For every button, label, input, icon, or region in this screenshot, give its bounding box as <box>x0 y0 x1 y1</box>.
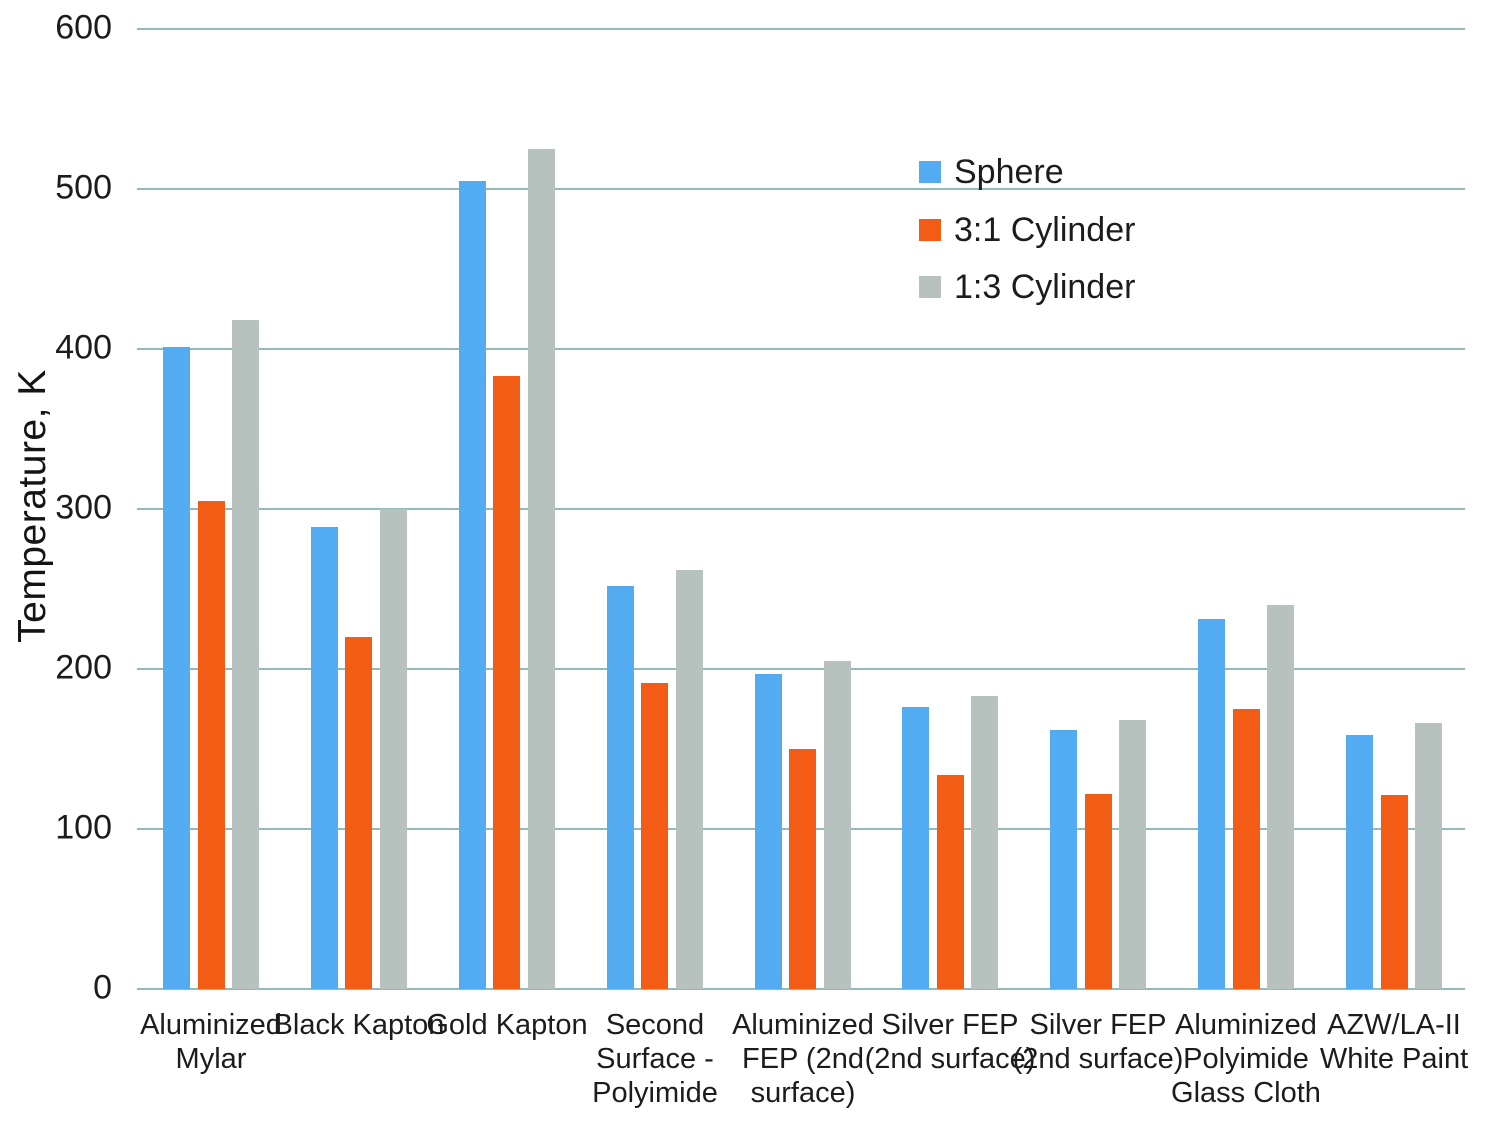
bar-sphere <box>1050 730 1077 989</box>
category-label-black-kapton: Black Kapton <box>264 1008 454 1042</box>
category-label-line: Second <box>605 1009 705 1041</box>
category-label-line: Glass Cloth <box>1171 1077 1321 1109</box>
bar-1-3-cylinder <box>528 149 555 989</box>
bar-1-3-cylinder <box>676 570 703 989</box>
bar-1-3-cylinder <box>971 696 998 989</box>
legend-item-sphere: Sphere <box>919 152 1064 192</box>
category-label-line: White Paint <box>1319 1043 1469 1075</box>
category-label-second-surface-polyimide: Second Surface - Polyimide <box>560 1008 750 1110</box>
category-label-line: Polyimide <box>592 1077 718 1109</box>
bar-1-3-cylinder <box>1267 605 1294 989</box>
gridline-500 <box>137 188 1465 190</box>
bar-1-3-cylinder <box>380 509 407 989</box>
bar-sphere <box>755 674 782 989</box>
y-tick-label: 400 <box>55 328 112 367</box>
bar-3-1-cylinder <box>1085 794 1112 989</box>
y-tick-label: 200 <box>55 648 112 687</box>
y-tick-label: 300 <box>55 488 112 527</box>
legend-swatch-icon <box>919 161 941 183</box>
category-label-gold-kapton: Gold Kapton <box>412 1008 602 1042</box>
bar-1-3-cylinder <box>232 320 259 989</box>
legend-swatch-icon <box>919 219 941 241</box>
bar-1-3-cylinder <box>1119 720 1146 989</box>
gridline-300 <box>137 508 1465 510</box>
category-label-line: AZW/LA-II <box>1327 1009 1461 1041</box>
bar-sphere <box>902 707 929 989</box>
legend-item-3-1-cylinder: 3:1 Cylinder <box>919 210 1135 250</box>
category-label-aluminized-mylar: Aluminized Mylar <box>116 1008 306 1076</box>
category-label-line: (2nd surface) <box>864 1043 1036 1075</box>
gridline-200 <box>137 668 1465 670</box>
bar-sphere <box>1346 735 1373 989</box>
category-label-aluminized-polyimide-glass-cloth: Aluminized Polyimide Glass Cloth <box>1151 1008 1341 1110</box>
gridline-0 <box>137 988 1465 990</box>
category-label-line: Aluminized <box>1175 1009 1317 1041</box>
category-label-aluminized-fep-2nd-surface: Aluminized FEP (2nd surface) <box>708 1008 898 1110</box>
y-tick-label: 0 <box>93 968 112 1007</box>
category-label-line: Polyimide <box>1183 1043 1309 1075</box>
category-label-line: surface) <box>750 1077 856 1109</box>
bar-1-3-cylinder <box>1415 723 1442 989</box>
bar-3-1-cylinder <box>345 637 372 989</box>
category-label-silver-fep-2nd-surface: Silver FEP (2nd surface) <box>1003 1008 1193 1076</box>
category-label-line: Silver FEP <box>1029 1009 1167 1041</box>
bar-1-3-cylinder <box>824 661 851 989</box>
gridline-600 <box>137 28 1465 30</box>
legend-item-1-3-cylinder: 1:3 Cylinder <box>919 267 1135 307</box>
category-label-line: (2nd surface) <box>1012 1043 1184 1075</box>
bar-sphere <box>607 586 634 989</box>
bar-3-1-cylinder <box>493 376 520 989</box>
category-label-azw-la-ii-white-paint: AZW/LA-II White Paint <box>1299 1008 1489 1076</box>
y-tick-label: 600 <box>55 8 112 47</box>
category-label-line: Gold Kapton <box>426 1009 588 1041</box>
legend-label: 3:1 Cylinder <box>954 210 1136 249</box>
category-label-line: Aluminized <box>140 1009 282 1041</box>
category-label-line: FEP (2nd <box>742 1043 864 1075</box>
bar-sphere <box>311 527 338 989</box>
bar-3-1-cylinder <box>198 501 225 989</box>
category-label-line: Black Kapton <box>273 1009 445 1041</box>
bar-3-1-cylinder <box>641 683 668 989</box>
legend-label: Sphere <box>954 152 1064 191</box>
category-label-line: Aluminized <box>732 1009 874 1041</box>
gridline-400 <box>137 348 1465 350</box>
bar-3-1-cylinder <box>789 749 816 989</box>
category-label-line: Surface - <box>596 1043 714 1075</box>
bar-3-1-cylinder <box>1233 709 1260 989</box>
bar-sphere <box>163 347 190 989</box>
category-label-line: Mylar <box>175 1043 247 1075</box>
category-label-line: Silver FEP <box>881 1009 1019 1041</box>
bar-sphere <box>459 181 486 989</box>
bar-sphere <box>1198 619 1225 989</box>
y-tick-label: 500 <box>55 168 112 207</box>
bar-3-1-cylinder <box>937 775 964 989</box>
bar-3-1-cylinder <box>1381 795 1408 989</box>
legend-swatch-icon <box>919 276 941 298</box>
category-label-silver-fep-2nd-surface: Silver FEP (2nd surface) <box>855 1008 1045 1076</box>
y-tick-label: 100 <box>55 808 112 847</box>
legend-label: 1:3 Cylinder <box>954 267 1136 306</box>
